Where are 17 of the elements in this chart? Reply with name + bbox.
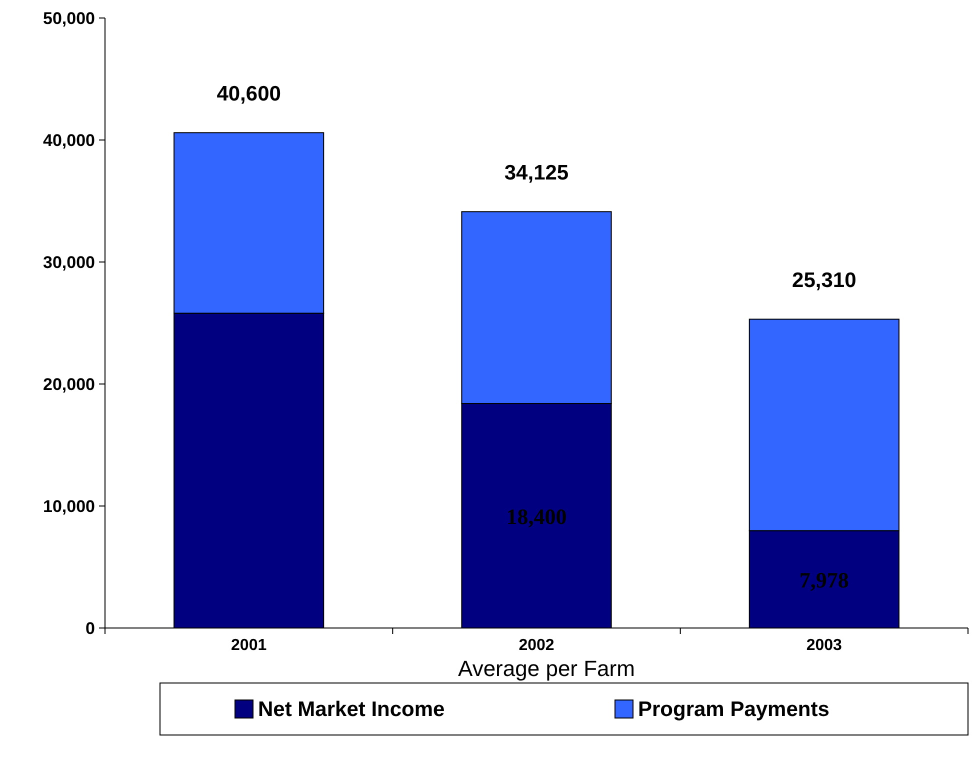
x-tick-label: 2001 <box>231 637 267 654</box>
x-tick-label: 2003 <box>806 637 842 654</box>
y-tick-label: 20,000 <box>43 374 95 394</box>
total-label: 34,125 <box>504 162 569 185</box>
x-tick-label: 2002 <box>518 637 554 654</box>
total-label: 40,600 <box>216 82 281 106</box>
y-tick-label: 0 <box>86 618 95 638</box>
y-tick-label: 40,000 <box>43 130 95 150</box>
y-tick-label: 30,000 <box>43 252 95 272</box>
legend-label: Program Payments <box>638 698 830 721</box>
x-axis-title: Average per Farm <box>458 656 635 681</box>
legend-label: Net Market Income <box>258 698 445 721</box>
data-label: 7,978 <box>799 567 849 592</box>
data-label: 18,400 <box>506 504 567 529</box>
y-tick-label: 50,000 <box>43 8 95 28</box>
total-label: 25,310 <box>792 269 856 292</box>
y-tick-label: 10,000 <box>43 496 95 516</box>
